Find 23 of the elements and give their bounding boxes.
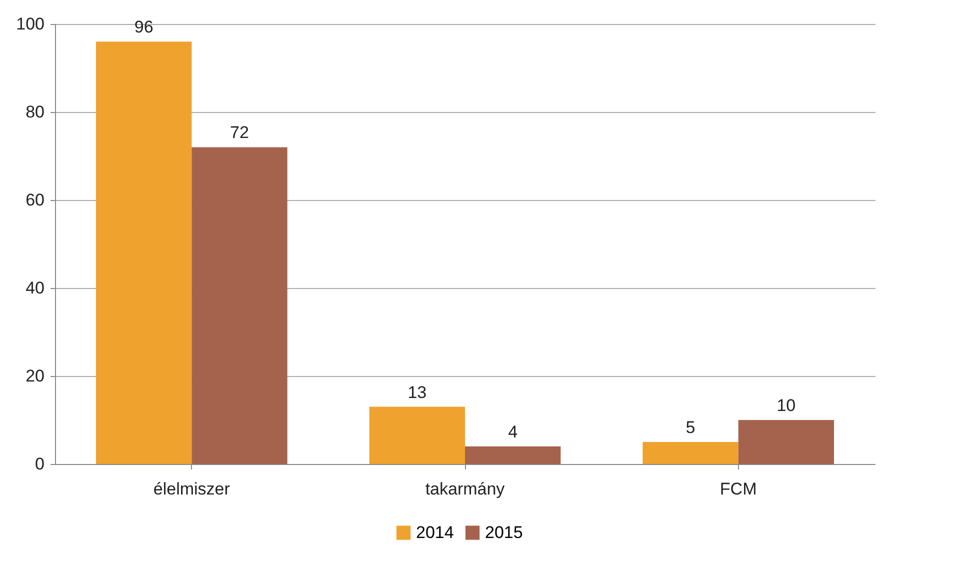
y-tick-label: 20 [26,366,44,386]
x-tick-label: élelmiszer [153,480,230,498]
y-tick-label: 60 [26,190,44,210]
data-label: 96 [134,18,154,37]
data-label: 4 [508,422,518,442]
bar [96,42,192,464]
y-tick-label: 0 [35,454,44,474]
y-tick-label: 100 [16,14,44,34]
legend-label: 2015 [485,522,523,542]
bar [369,406,465,464]
data-label: 13 [408,382,427,402]
y-tick-label: 40 [26,278,44,298]
legend-label: 2014 [416,522,454,542]
bar [192,147,288,464]
x-tick-label: takarmány [425,480,506,498]
data-label: 5 [686,418,696,437]
bar [738,420,834,464]
x-tick-label: FCM [720,480,757,498]
y-tick-label: 80 [26,102,44,122]
bar [642,442,738,464]
data-label: 72 [230,123,249,142]
bar [465,446,561,464]
data-label: 10 [776,396,796,415]
